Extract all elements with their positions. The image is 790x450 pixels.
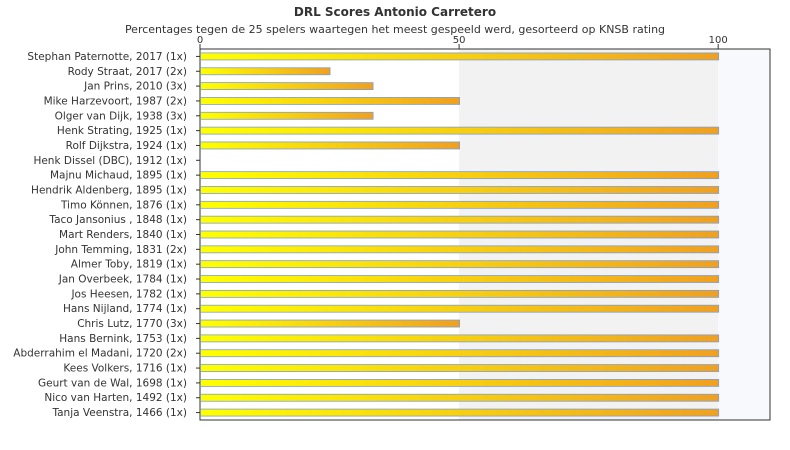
category-label: Tanja Veenstra, 1466 (1x) <box>51 407 187 419</box>
category-label: Majnu Michaud, 1895 (1x) <box>50 170 187 182</box>
category-label: Jan Overbeek, 1784 (1x) <box>58 274 187 286</box>
bar <box>200 215 720 224</box>
x-tick-label: 50 <box>453 35 466 46</box>
category-label: Henk Strating, 1925 (1x) <box>57 125 187 137</box>
bar <box>200 289 720 298</box>
bar <box>200 393 720 402</box>
bar <box>200 260 720 269</box>
bar <box>200 82 374 90</box>
chart-subtitle: Percentages tegen de 25 spelers waartege… <box>125 23 665 36</box>
bar <box>200 52 720 61</box>
category-label: Geurt van de Wal, 1698 (1x) <box>38 377 187 389</box>
category-label: Jos Heesen, 1782 (1x) <box>70 288 187 300</box>
plot-band <box>718 49 770 420</box>
category-label: Hans Nijland, 1774 (1x) <box>63 303 187 315</box>
bar <box>200 141 460 150</box>
bar <box>200 334 720 343</box>
bar <box>200 319 460 328</box>
category-label: Rody Straat, 2017 (2x) <box>68 66 187 78</box>
bar <box>200 408 720 417</box>
category-label: Almer Toby, 1819 (1x) <box>71 259 187 271</box>
category-label: Chris Lutz, 1770 (3x) <box>77 318 187 330</box>
category-labels: Stephan Paternotte, 2017 (1x) Rody Straat… <box>13 51 200 419</box>
bar <box>200 186 720 194</box>
category-label: Taco Jansonius , 1848 (1x) <box>48 214 187 226</box>
bar <box>200 275 720 283</box>
bar <box>200 349 720 358</box>
bar <box>200 97 460 105</box>
category-label: Abderrahim el Madani, 1720 (2x) <box>13 348 187 360</box>
bar <box>200 200 720 209</box>
bar <box>200 111 374 120</box>
bar <box>200 378 720 387</box>
category-label: Olger van Dijk, 1938 (3x) <box>55 110 187 122</box>
bar <box>200 304 720 313</box>
category-label: Stephan Paternotte, 2017 (1x) <box>27 51 187 63</box>
x-tick-label: 0 <box>197 35 203 46</box>
category-label: Henk Dissel (DBC), 1912 (1x) <box>33 155 187 167</box>
bars <box>200 52 720 417</box>
x-axis-ticks: 0 50 100 <box>197 35 728 49</box>
bar <box>200 126 720 135</box>
bar <box>200 245 720 254</box>
bar <box>200 364 720 372</box>
x-tick-label: 100 <box>709 35 728 46</box>
category-label: Timo Können, 1876 (1x) <box>60 199 187 211</box>
category-label: Hendrik Aldenberg, 1895 (1x) <box>31 184 187 196</box>
category-label: Rolf Dijkstra, 1924 (1x) <box>66 140 187 152</box>
bar <box>200 67 331 76</box>
category-label: Mike Harzevoort, 1987 (2x) <box>44 95 187 107</box>
bar <box>200 230 720 239</box>
category-label: Mart Renders, 1840 (1x) <box>59 229 187 241</box>
category-label: Hans Bernink, 1753 (1x) <box>59 333 187 345</box>
category-label: John Temming, 1831 (2x) <box>54 244 187 256</box>
chart-title: DRL Scores Antonio Carretero <box>294 5 496 19</box>
category-label: Jan Prins, 2010 (3x) <box>83 81 187 93</box>
category-label: Kees Volkers, 1716 (1x) <box>63 363 187 375</box>
category-label: Nico van Harten, 1492 (1x) <box>44 392 187 404</box>
bar <box>200 171 720 180</box>
